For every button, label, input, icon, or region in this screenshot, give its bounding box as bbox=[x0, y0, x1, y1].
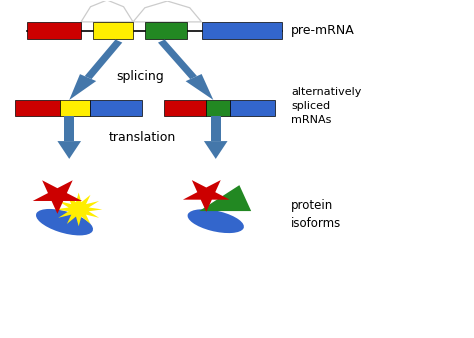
Text: protein
isoforms: protein isoforms bbox=[292, 199, 342, 230]
Bar bbox=[64, 117, 74, 141]
Polygon shape bbox=[55, 193, 102, 226]
Polygon shape bbox=[69, 74, 96, 100]
Polygon shape bbox=[57, 141, 81, 159]
Polygon shape bbox=[85, 40, 122, 79]
Text: splicing: splicing bbox=[116, 70, 164, 83]
Bar bbox=[201, 22, 282, 40]
Bar bbox=[164, 100, 206, 116]
Bar bbox=[60, 100, 91, 116]
Text: translation: translation bbox=[109, 130, 176, 144]
Bar bbox=[206, 100, 230, 116]
Text: alternatively
spliced
mRNAs: alternatively spliced mRNAs bbox=[292, 87, 362, 125]
Polygon shape bbox=[204, 141, 228, 159]
Bar bbox=[27, 22, 81, 40]
Text: pre-mRNA: pre-mRNA bbox=[292, 24, 355, 37]
Bar bbox=[91, 100, 143, 116]
Polygon shape bbox=[186, 74, 213, 100]
Polygon shape bbox=[183, 180, 230, 212]
Bar bbox=[230, 100, 275, 116]
Polygon shape bbox=[199, 185, 251, 211]
Bar bbox=[210, 117, 221, 141]
Polygon shape bbox=[33, 180, 82, 214]
Bar bbox=[15, 100, 60, 116]
Bar bbox=[93, 22, 133, 40]
Ellipse shape bbox=[36, 209, 93, 235]
Bar bbox=[145, 22, 187, 40]
Ellipse shape bbox=[188, 209, 244, 233]
Polygon shape bbox=[158, 40, 197, 79]
